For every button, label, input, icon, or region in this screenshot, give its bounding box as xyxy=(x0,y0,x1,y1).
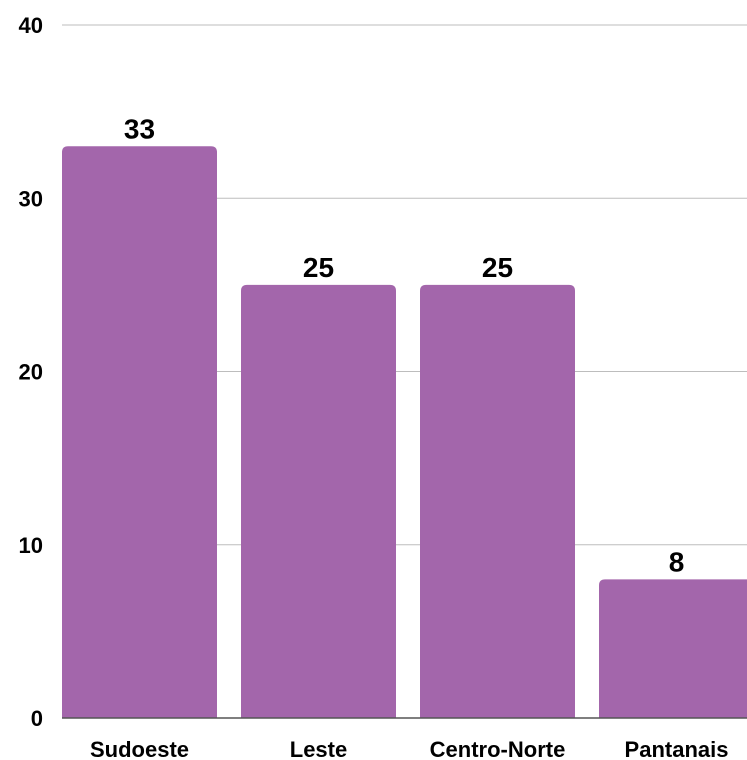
data-label-centro-norte: 25 xyxy=(482,252,513,283)
bar-sudoeste xyxy=(62,146,217,718)
bar-leste xyxy=(241,284,396,718)
bars xyxy=(62,146,747,718)
bar-centro-norte xyxy=(420,284,575,718)
y-tick-labels: 0 10 20 30 40 xyxy=(19,13,43,731)
data-label-sudoeste: 33 xyxy=(124,113,155,144)
data-labels: 33 25 25 8 xyxy=(124,113,684,577)
category-label-pantanais: Pantanais xyxy=(625,737,729,760)
category-label-leste: Leste xyxy=(290,737,347,760)
y-tick-label-40: 40 xyxy=(19,13,43,38)
y-tick-label-30: 30 xyxy=(19,186,43,211)
category-label-centro-norte: Centro-Norte xyxy=(430,737,566,760)
bar-pantanais xyxy=(599,579,747,718)
data-label-leste: 25 xyxy=(303,252,334,283)
data-label-pantanais: 8 xyxy=(669,546,685,577)
y-tick-label-20: 20 xyxy=(19,360,43,385)
y-tick-label-10: 10 xyxy=(19,533,43,558)
y-tick-label-0: 0 xyxy=(31,706,43,731)
x-category-labels: Sudoeste Leste Centro-Norte Pantanais xyxy=(90,737,728,760)
category-label-sudoeste: Sudoeste xyxy=(90,737,189,760)
